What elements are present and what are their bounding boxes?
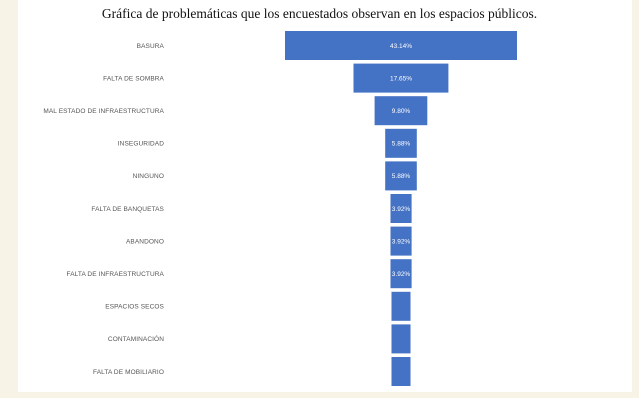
- bar-abandono: [390, 226, 412, 256]
- bar-contaminación: [391, 324, 411, 354]
- data-label: 3.92%: [392, 271, 411, 278]
- category-label: ABANDONO: [126, 238, 164, 245]
- bar-basura: [285, 31, 517, 60]
- bar-falta-de-banquetas: [390, 194, 412, 223]
- bar-falta-de-infraestructura: [390, 259, 412, 289]
- category-label: MAL ESTADO DE INFRAESTRUCTURA: [43, 108, 164, 115]
- data-label: 5.88%: [392, 141, 411, 148]
- data-label: 17.65%: [390, 75, 412, 82]
- category-label: NINGUNO: [133, 173, 164, 180]
- category-label: BASURA: [137, 43, 165, 50]
- bar-espacios-secos: [391, 291, 411, 321]
- bar-inseguridad: [385, 128, 417, 158]
- data-label: 3.92%: [392, 238, 411, 245]
- category-label: FALTA DE BANQUETAS: [91, 206, 164, 213]
- category-label: CONTAMINACIÓN: [108, 334, 164, 343]
- chart-card: [18, 0, 632, 392]
- category-label: FALTA DE INFRAESTRUCTURA: [66, 271, 164, 278]
- data-label: 5.88%: [392, 173, 411, 180]
- data-label: 43.14%: [390, 43, 412, 50]
- category-label: ESPACIOS SECOS: [105, 304, 164, 311]
- bar-falta-de-sombra: [353, 63, 449, 93]
- data-label: 3.92%: [392, 206, 411, 213]
- category-label: FALTA DE MOBILIARIO: [93, 369, 164, 376]
- chart-title: Gráfica de problemáticas que los encuest…: [101, 6, 538, 21]
- category-label: FALTA DE SOMBRA: [103, 75, 164, 82]
- data-label: 9.80%: [392, 108, 411, 115]
- bar-falta-de-mobiliario: [391, 357, 411, 386]
- bar-ninguno: [385, 161, 417, 191]
- category-label: INSEGURIDAD: [118, 141, 164, 148]
- bar-mal-estado-de-infraestructura: [374, 96, 428, 126]
